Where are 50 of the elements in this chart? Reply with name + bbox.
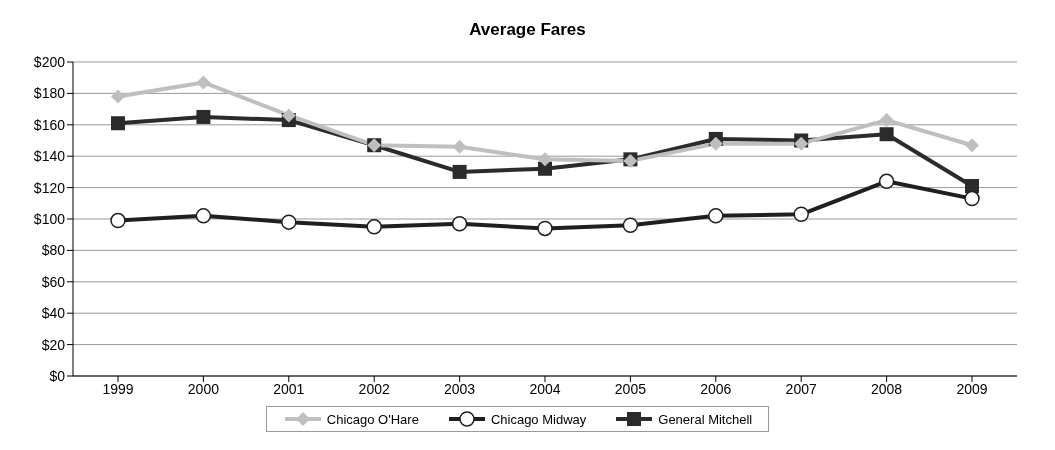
point xyxy=(281,214,297,230)
point xyxy=(452,139,467,154)
y-tick-label: $80 xyxy=(41,242,66,259)
x-tick-label: 2009 xyxy=(956,380,988,397)
point xyxy=(111,116,125,131)
x-tick-label: 2008 xyxy=(871,380,903,397)
legend-label: Chicago Midway xyxy=(489,411,587,427)
y-tick-label: $20 xyxy=(41,336,66,353)
point xyxy=(878,173,895,190)
point xyxy=(281,108,296,123)
y-tick-label: $0 xyxy=(49,367,66,384)
x-tick-label: 2001 xyxy=(273,380,305,397)
point xyxy=(879,127,894,142)
point xyxy=(196,75,211,90)
point xyxy=(537,220,553,237)
y-tick-label: $200 xyxy=(33,53,66,70)
point xyxy=(366,219,382,235)
point xyxy=(195,208,212,224)
point xyxy=(538,152,552,167)
x-tick-label: 2006 xyxy=(700,380,732,397)
x-tick-label: 1999 xyxy=(102,380,134,397)
y-tick-label: $40 xyxy=(41,305,66,322)
y-tick-label: $100 xyxy=(33,210,66,227)
y-tick-label: $140 xyxy=(33,148,66,165)
x-tick-label: 2000 xyxy=(187,380,220,397)
point xyxy=(964,190,980,207)
point xyxy=(451,215,468,232)
x-tick-label: 2004 xyxy=(529,380,561,397)
point xyxy=(965,179,979,194)
x-tick-label: 2007 xyxy=(785,380,817,397)
point xyxy=(879,113,894,128)
point xyxy=(196,109,211,124)
legend-label: General Mitchell xyxy=(657,411,753,427)
point xyxy=(708,208,724,224)
x-tick-label: 2005 xyxy=(614,380,647,397)
point xyxy=(452,164,467,179)
y-tick-label: $160 xyxy=(33,116,66,133)
x-tick-label: 2002 xyxy=(358,380,390,397)
point xyxy=(111,89,125,104)
point xyxy=(965,138,979,153)
y-tick-label: $120 xyxy=(33,179,66,196)
point xyxy=(708,136,723,151)
y-tick-label: $60 xyxy=(41,273,66,290)
legend-label: Chicago O'Hare xyxy=(325,411,419,427)
point xyxy=(110,212,126,229)
x-tick-label: 2003 xyxy=(444,380,476,397)
chart-title: Average Fares xyxy=(468,19,587,41)
point xyxy=(793,206,809,223)
point xyxy=(622,217,639,234)
y-tick-label: $180 xyxy=(33,85,66,102)
